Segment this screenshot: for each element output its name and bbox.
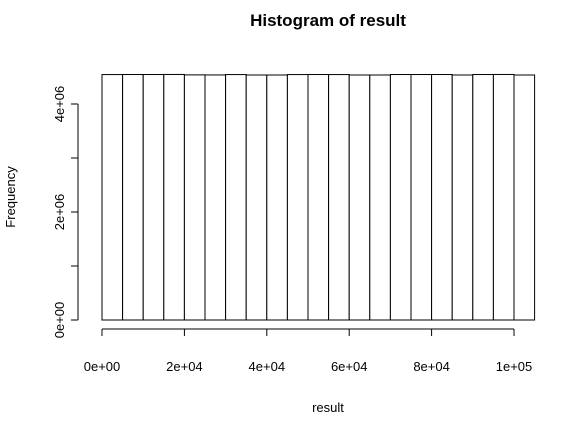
- y-tick-label: 2e+06: [52, 194, 67, 231]
- histogram-bar: [286, 74, 309, 321]
- x-tick-label: 4e+04: [249, 359, 286, 374]
- histogram-bar: [204, 74, 227, 321]
- x-axis-label: result: [312, 400, 344, 415]
- histogram-bar: [492, 73, 515, 321]
- x-tick-label: 0e+00: [84, 359, 121, 374]
- histogram-bar: [472, 74, 494, 321]
- histogram-bar: [163, 73, 185, 321]
- y-tick-label: 0e+00: [52, 302, 67, 339]
- x-axis: 0e+00 2e+04 4e+04 6e+04 8e+04 1e+05: [84, 328, 533, 374]
- histogram-bar: [142, 74, 165, 321]
- x-tick-label: 2e+04: [166, 359, 203, 374]
- histogram-bar: [183, 74, 206, 321]
- histogram-bar: [389, 74, 412, 321]
- histogram-bar: [513, 74, 536, 321]
- histogram-bar: [369, 74, 391, 321]
- histogram-bar: [348, 74, 371, 321]
- histogram-bar: [307, 74, 330, 321]
- y-axis-label: Frequency: [3, 166, 18, 228]
- histogram-bar: [410, 74, 433, 321]
- histogram-bar: [225, 74, 247, 321]
- y-axis: 0e+00 2e+06 4e+06: [52, 86, 79, 339]
- histogram-bar: [122, 74, 144, 321]
- histogram-bar: [328, 74, 350, 321]
- bars-group: [101, 73, 536, 321]
- y-tick-label: 4e+06: [52, 86, 67, 123]
- histogram-bar: [451, 74, 474, 321]
- histogram-bar: [431, 74, 453, 321]
- x-tick-label: 1e+05: [496, 359, 533, 374]
- x-tick-label: 8e+04: [413, 359, 450, 374]
- chart-title: Histogram of result: [250, 11, 406, 30]
- histogram-bar: [245, 74, 268, 321]
- histogram-bar: [101, 74, 124, 321]
- histogram-bar: [266, 74, 288, 321]
- x-tick-label: 6e+04: [331, 359, 368, 374]
